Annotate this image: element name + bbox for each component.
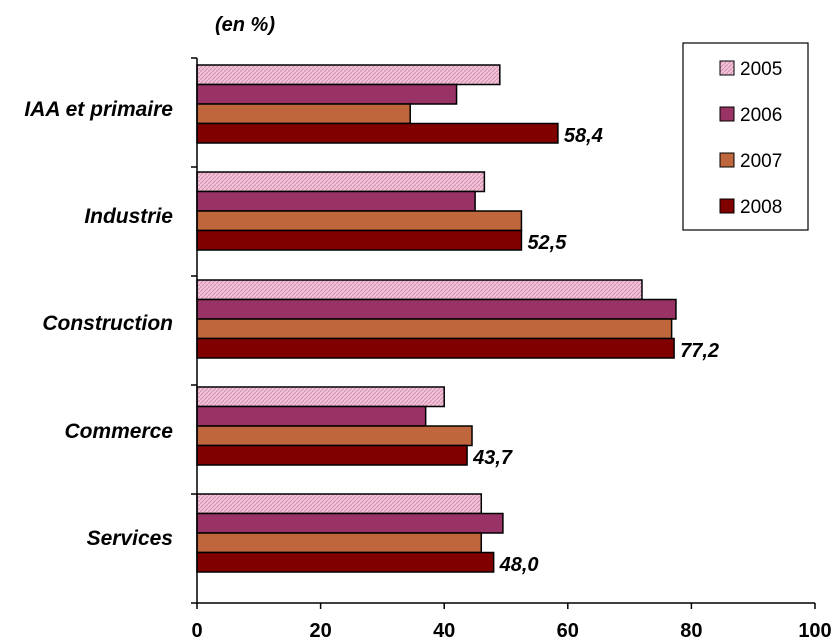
category-labels: IAA et primaire Industrie Construction Comm… [24, 98, 173, 550]
x-tick-label: 20 [309, 620, 331, 641]
legend: 2005 2006 2007 2008 [682, 42, 809, 231]
data-label-2008: 77,2 [680, 340, 719, 362]
category-label: Industrie [84, 205, 173, 228]
category-label: Construction [42, 312, 173, 335]
bars-group: 58,4 52,5 77,2 43,7 48,0 [196, 64, 719, 576]
legend-box [682, 42, 809, 231]
category-label: Services [87, 527, 173, 550]
x-tick-label: 60 [557, 620, 579, 641]
bar-2007-4 [196, 532, 483, 554]
category-label: Commerce [64, 420, 173, 443]
bar-2005-1 [196, 171, 486, 193]
bar-2005-4 [196, 493, 483, 515]
bar-2006-2 [196, 298, 677, 320]
x-axis: 0 20 40 60 80 100 [191, 57, 832, 641]
x-tick-label: 100 [798, 620, 831, 641]
legend-swatch-2008 [719, 198, 735, 214]
data-label-2008: 58,4 [564, 125, 603, 147]
bar-2005-2 [196, 279, 643, 301]
x-tick-label: 0 [191, 620, 202, 641]
legend-label-2007: 2007 [740, 151, 782, 172]
category-label: IAA et primaire [24, 98, 173, 121]
legend-label-2006: 2006 [740, 105, 782, 126]
data-label-2008: 48,0 [499, 554, 539, 576]
data-label-2008: 43,7 [472, 447, 513, 469]
bar-2006-4 [196, 512, 504, 534]
bar-2008-0 [196, 122, 559, 144]
x-tick-label: 40 [433, 620, 455, 641]
legend-label-2008: 2008 [740, 197, 782, 218]
legend-swatch-2007 [719, 152, 735, 168]
bar-2008-1 [196, 229, 523, 251]
data-label-2008: 52,5 [527, 232, 567, 254]
bar-2006-0 [196, 83, 458, 105]
bar-2008-2 [196, 337, 675, 359]
bar-2006-3 [196, 405, 427, 427]
bar-2007-2 [196, 318, 673, 340]
bar-2005-0 [196, 64, 501, 86]
bar-2008-3 [196, 444, 468, 466]
bar-2007-1 [196, 210, 523, 232]
unit-label: (en %) [215, 14, 275, 36]
bar-2006-1 [196, 190, 476, 212]
legend-swatch-2006 [719, 106, 735, 122]
bar-2007-0 [196, 103, 411, 125]
legend-label-2005: 2005 [740, 59, 782, 80]
bar-2007-3 [196, 425, 473, 447]
bar-2008-4 [196, 551, 495, 573]
bar-2005-3 [196, 386, 445, 408]
x-tick-label: 80 [680, 620, 702, 641]
legend-swatch-2005 [719, 60, 735, 76]
